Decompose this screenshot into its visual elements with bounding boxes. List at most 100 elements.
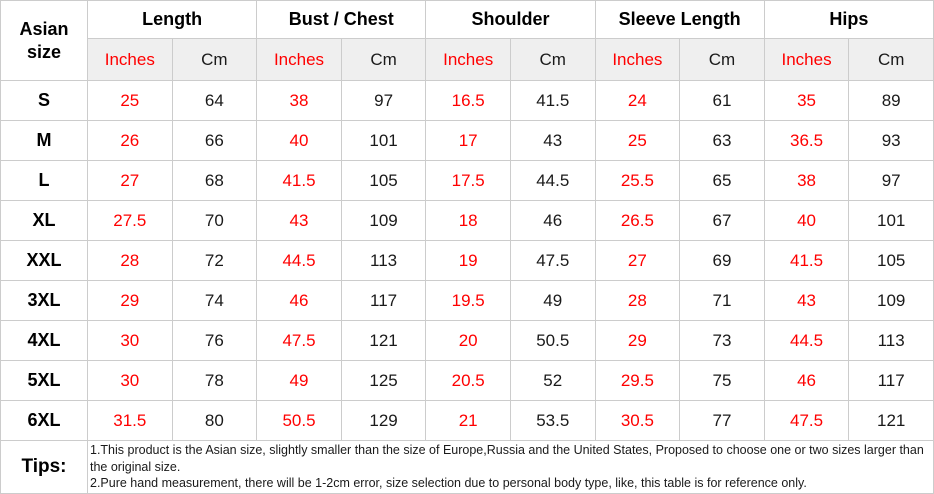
- unit-header-inches: Inches: [763, 38, 850, 81]
- value-cell: 105: [340, 160, 427, 201]
- value-cell: 27: [594, 240, 681, 281]
- value-cell: 52: [509, 360, 596, 401]
- value-cell: 25.5: [594, 160, 681, 201]
- value-cell: 113: [340, 240, 427, 281]
- value-cell: 53.5: [509, 400, 596, 441]
- value-cell: 75: [679, 360, 765, 401]
- table-row-s: S 25 64 38 97 16.5 41.5 24 61 35 89: [0, 80, 934, 121]
- value-cell: 46: [509, 200, 596, 241]
- size-label: L: [0, 160, 88, 201]
- value-cell: 66: [171, 120, 258, 161]
- group-header-hips: Hips: [763, 0, 934, 39]
- corner-header-asian-size: Asian size: [0, 0, 88, 81]
- value-cell: 77: [679, 400, 765, 441]
- value-cell: 24: [594, 80, 681, 121]
- value-cell: 21: [425, 400, 511, 441]
- value-cell: 18: [425, 200, 511, 241]
- table-row-xl: XL 27.5 70 43 109 18 46 26.5 67 40 101: [0, 200, 934, 241]
- value-cell: 68: [171, 160, 258, 201]
- value-cell: 101: [848, 200, 934, 241]
- unit-header-cm: Cm: [171, 38, 258, 81]
- value-cell: 50.5: [256, 400, 342, 441]
- table-row-5xl: 5XL 30 78 49 125 20.5 52 29.5 75 46 117: [0, 360, 934, 401]
- value-cell: 44.5: [763, 320, 850, 361]
- value-cell: 25: [87, 80, 173, 121]
- table-row-6xl: 6XL 31.5 80 50.5 129 21 53.5 30.5 77 47.…: [0, 400, 934, 441]
- unit-header-cm: Cm: [340, 38, 427, 81]
- value-cell: 121: [848, 400, 934, 441]
- value-cell: 47.5: [256, 320, 342, 361]
- unit-header-cm: Cm: [848, 38, 934, 81]
- value-cell: 46: [256, 280, 342, 321]
- unit-header-inches: Inches: [256, 38, 342, 81]
- value-cell: 101: [340, 120, 427, 161]
- value-cell: 49: [509, 280, 596, 321]
- value-cell: 38: [763, 160, 850, 201]
- value-cell: 76: [171, 320, 258, 361]
- unit-header-inches: Inches: [425, 38, 511, 81]
- table-row-4xl: 4XL 30 76 47.5 121 20 50.5 29 73 44.5 11…: [0, 320, 934, 361]
- unit-header-cm: Cm: [679, 38, 765, 81]
- value-cell: 17.5: [425, 160, 511, 201]
- value-cell: 43: [256, 200, 342, 241]
- table-row-l: L 27 68 41.5 105 17.5 44.5 25.5 65 38 97: [0, 160, 934, 201]
- value-cell: 28: [594, 280, 681, 321]
- group-header-shoulder: Shoulder: [425, 0, 596, 39]
- table-row-3xl: 3XL 29 74 46 117 19.5 49 28 71 43 109: [0, 280, 934, 321]
- value-cell: 20: [425, 320, 511, 361]
- size-label: 6XL: [0, 400, 88, 441]
- value-cell: 70: [171, 200, 258, 241]
- value-cell: 63: [679, 120, 765, 161]
- tips-row: Tips: 1.This product is the Asian size, …: [0, 440, 934, 494]
- unit-header-inches: Inches: [87, 38, 173, 81]
- value-cell: 105: [848, 240, 934, 281]
- value-cell: 28: [87, 240, 173, 281]
- value-cell: 40: [256, 120, 342, 161]
- value-cell: 74: [171, 280, 258, 321]
- value-cell: 30.5: [594, 400, 681, 441]
- value-cell: 73: [679, 320, 765, 361]
- value-cell: 19: [425, 240, 511, 281]
- value-cell: 43: [763, 280, 850, 321]
- value-cell: 27: [87, 160, 173, 201]
- value-cell: 121: [340, 320, 427, 361]
- value-cell: 113: [848, 320, 934, 361]
- unit-header-cm: Cm: [509, 38, 596, 81]
- value-cell: 29: [594, 320, 681, 361]
- value-cell: 25: [594, 120, 681, 161]
- size-label: XXL: [0, 240, 88, 281]
- value-cell: 41.5: [763, 240, 850, 281]
- value-cell: 19.5: [425, 280, 511, 321]
- value-cell: 67: [679, 200, 765, 241]
- size-label: M: [0, 120, 88, 161]
- value-cell: 26.5: [594, 200, 681, 241]
- value-cell: 97: [848, 160, 934, 201]
- value-cell: 65: [679, 160, 765, 201]
- value-cell: 71: [679, 280, 765, 321]
- value-cell: 78: [171, 360, 258, 401]
- value-cell: 29: [87, 280, 173, 321]
- group-header-row: Asian size Length Bust / Chest Shoulder …: [0, 0, 934, 81]
- corner-header-label: Asian size: [19, 19, 69, 62]
- value-cell: 31.5: [87, 400, 173, 441]
- table-row-m: M 26 66 40 101 17 43 25 63 36.5 93: [0, 120, 934, 161]
- value-cell: 61: [679, 80, 765, 121]
- value-cell: 41.5: [509, 80, 596, 121]
- value-cell: 117: [340, 280, 427, 321]
- value-cell: 80: [171, 400, 258, 441]
- value-cell: 72: [171, 240, 258, 281]
- value-cell: 27.5: [87, 200, 173, 241]
- size-label: 5XL: [0, 360, 88, 401]
- value-cell: 36.5: [763, 120, 850, 161]
- value-cell: 93: [848, 120, 934, 161]
- value-cell: 38: [256, 80, 342, 121]
- value-cell: 26: [87, 120, 173, 161]
- table-row-xxl: XXL 28 72 44.5 113 19 47.5 27 69 41.5 10…: [0, 240, 934, 281]
- value-cell: 40: [763, 200, 850, 241]
- value-cell: 49: [256, 360, 342, 401]
- group-header-bust-chest: Bust / Chest: [256, 0, 427, 39]
- unit-header-row: Inches Cm Inches Cm Inches Cm Inches Cm …: [1, 38, 934, 81]
- value-cell: 50.5: [509, 320, 596, 361]
- tips-label: Tips:: [0, 440, 88, 494]
